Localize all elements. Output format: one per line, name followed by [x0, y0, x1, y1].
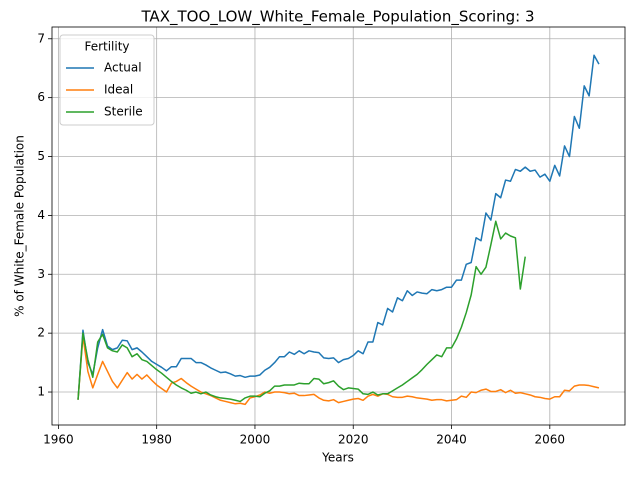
- y-tick-label: 2: [37, 326, 45, 340]
- series-line: [77, 220, 526, 403]
- axes-frame: [51, 26, 626, 426]
- series-line: [77, 54, 600, 400]
- legend-title: Fertility: [84, 40, 129, 54]
- x-tick-label: 2060: [535, 433, 566, 447]
- legend-box: [59, 34, 155, 126]
- y-tick-label: 5: [37, 149, 45, 163]
- x-tick-label: 1980: [141, 433, 172, 447]
- y-tick-label: 3: [37, 267, 45, 281]
- legend-label: Actual: [104, 61, 142, 75]
- y-tick-label: 1: [37, 385, 45, 399]
- legend-label: Sterile: [104, 105, 143, 119]
- x-tick-label: 2020: [338, 433, 369, 447]
- series-line: [77, 335, 600, 406]
- y-tick-label: 6: [37, 90, 45, 104]
- legend: Fertility Actual Ideal Sterile: [59, 34, 155, 126]
- legend-label: Ideal: [104, 83, 133, 97]
- x-tick-label: 1960: [43, 433, 74, 447]
- x-tick-label: 2000: [240, 433, 271, 447]
- x-axis-label: Years: [321, 451, 354, 465]
- chart-title: TAX_TOO_LOW_White_Female_Population_Scor…: [140, 8, 534, 27]
- y-axis-label: % of White_Female Population: [13, 135, 27, 317]
- y-tick-label: 7: [37, 31, 45, 45]
- x-tick-label: 2040: [436, 433, 467, 447]
- y-tick-label: 4: [37, 208, 45, 222]
